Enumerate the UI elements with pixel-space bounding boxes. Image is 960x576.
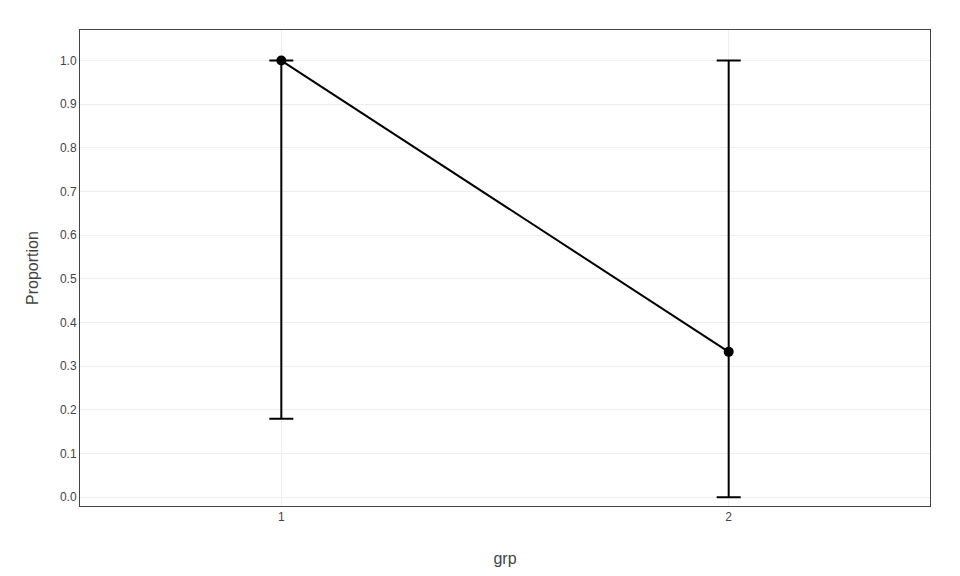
- svg-text:0.3: 0.3: [60, 359, 77, 373]
- svg-text:grp: grp: [493, 550, 516, 567]
- svg-text:0.2: 0.2: [60, 403, 77, 417]
- svg-text:1.0: 1.0: [60, 54, 77, 68]
- svg-text:0.4: 0.4: [60, 316, 77, 330]
- svg-text:0.7: 0.7: [60, 185, 77, 199]
- svg-text:0.0: 0.0: [60, 490, 77, 504]
- svg-text:0.5: 0.5: [60, 272, 77, 286]
- svg-text:Proportion: Proportion: [24, 231, 41, 305]
- svg-text:1: 1: [278, 510, 285, 524]
- svg-text:0.1: 0.1: [60, 447, 77, 461]
- svg-text:2: 2: [725, 510, 732, 524]
- svg-text:0.8: 0.8: [60, 141, 77, 155]
- svg-text:0.6: 0.6: [60, 228, 77, 242]
- svg-text:0.9: 0.9: [60, 97, 77, 111]
